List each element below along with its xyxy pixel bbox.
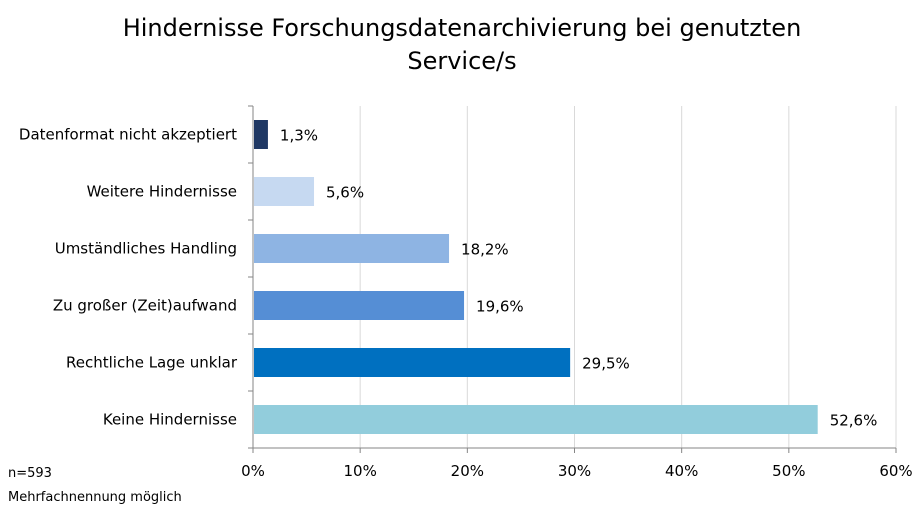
sample-size-note: n=593 bbox=[8, 466, 52, 481]
data-label: 52,6% bbox=[830, 412, 878, 430]
x-tick-label: 30% bbox=[558, 462, 591, 480]
data-label: 1,3% bbox=[280, 127, 318, 145]
chart-title-line-1: Hindernisse Forschungsdatenarchivierung … bbox=[122, 14, 802, 42]
category-label: Weitere Hindernisse bbox=[87, 183, 237, 201]
data-label: 29,5% bbox=[582, 355, 630, 373]
bar bbox=[254, 291, 465, 320]
bar bbox=[254, 234, 450, 263]
category-label: Zu großer (Zeit)aufwand bbox=[53, 297, 237, 315]
chart-title: Hindernisse Forschungsdatenarchivierung … bbox=[0, 12, 924, 78]
data-label: 5,6% bbox=[326, 184, 364, 202]
bars bbox=[254, 120, 818, 434]
x-tick-label: 40% bbox=[665, 462, 698, 480]
x-tick-label: 10% bbox=[343, 462, 376, 480]
gridlines bbox=[248, 105, 897, 453]
category-label: Datenformat nicht akzeptiert bbox=[19, 126, 237, 144]
bar bbox=[254, 405, 818, 434]
category-label: Rechtliche Lage unklar bbox=[66, 354, 238, 372]
data-label: 19,6% bbox=[476, 298, 524, 316]
x-tick-label: 60% bbox=[879, 462, 912, 480]
data-label: 18,2% bbox=[461, 241, 509, 259]
labels: 0% 10% 20% 30% 40% 50% 60% Datenformat nicht ak… bbox=[19, 126, 913, 481]
x-tick-label: 0% bbox=[241, 462, 265, 480]
multiple-answers-note: Mehrfachnennung möglich bbox=[8, 490, 182, 505]
bar bbox=[254, 120, 268, 149]
bar bbox=[254, 348, 571, 377]
x-tick-label: 20% bbox=[451, 462, 484, 480]
x-tick-label: 50% bbox=[772, 462, 805, 480]
chart-title-line-2: Service/s bbox=[407, 47, 517, 75]
bar bbox=[254, 177, 315, 206]
category-label: Umständliches Handling bbox=[55, 240, 237, 258]
category-label: Keine Hindernisse bbox=[103, 411, 237, 429]
